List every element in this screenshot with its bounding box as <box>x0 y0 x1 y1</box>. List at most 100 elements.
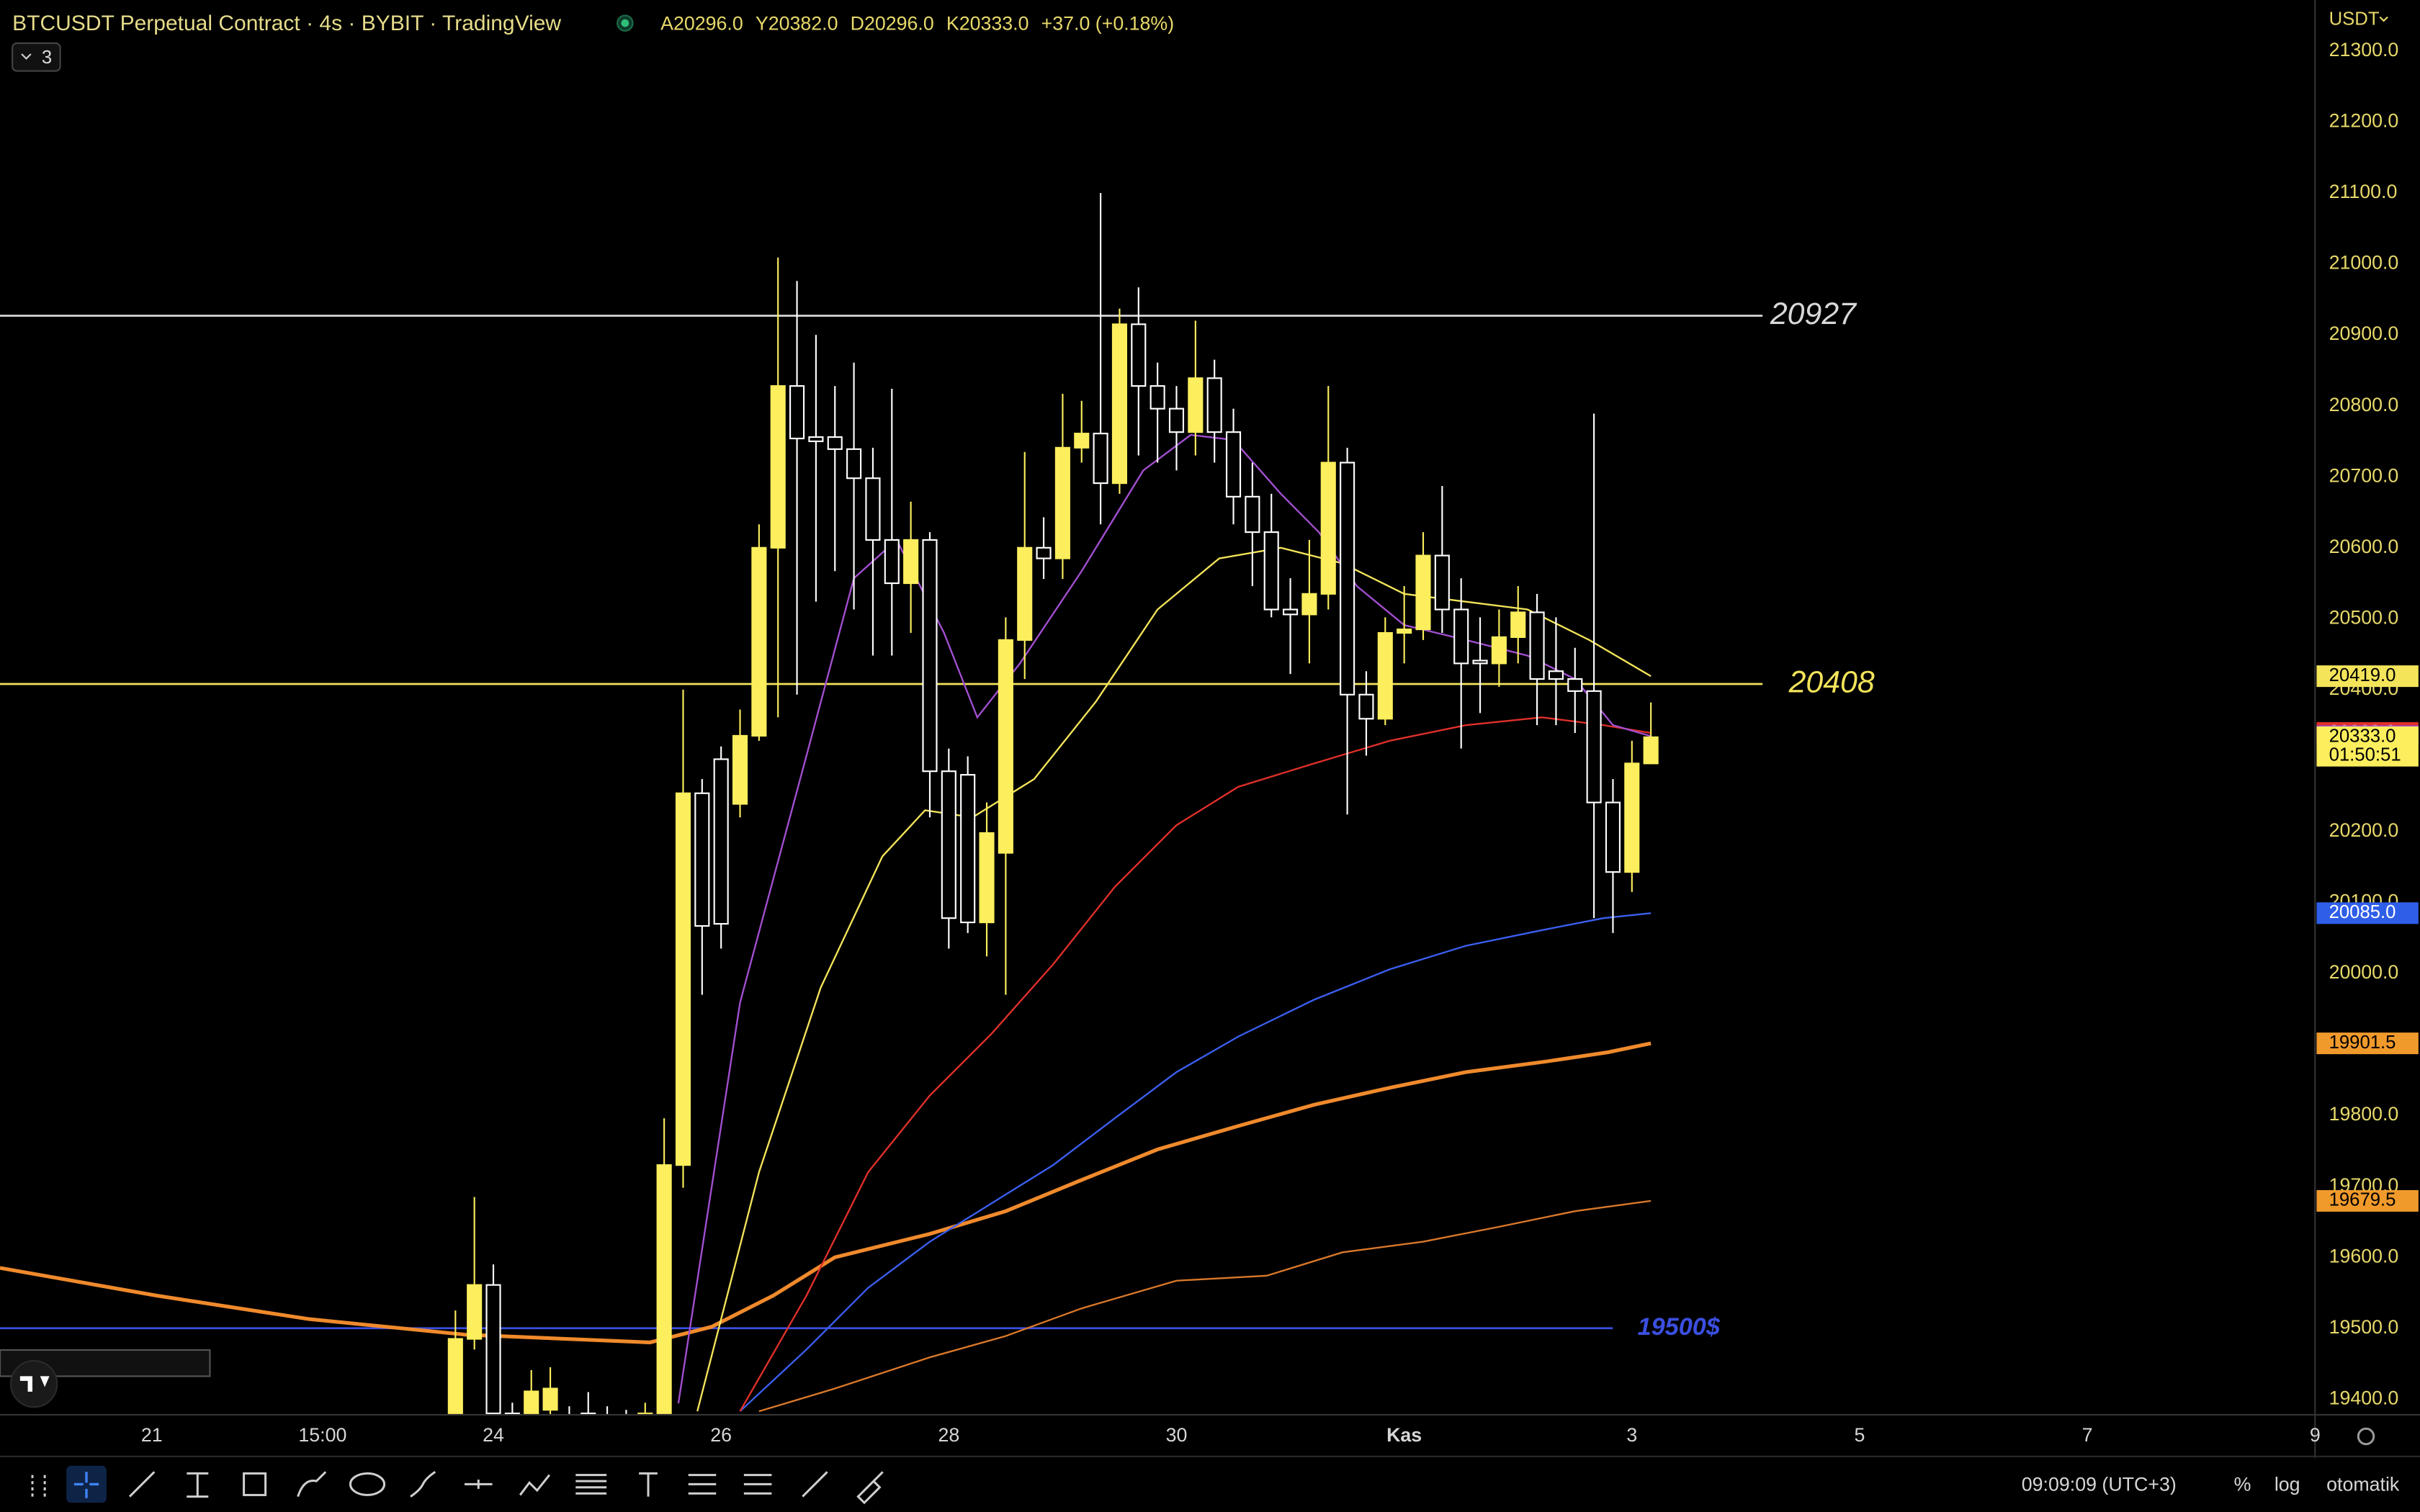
currency-select[interactable]: USDT <box>2329 9 2380 30</box>
candle-body <box>1301 593 1317 616</box>
candle-body <box>542 1387 558 1411</box>
tv-logo[interactable] <box>9 1359 58 1408</box>
x-tick-label: 5 <box>1855 1424 1865 1446</box>
x-tick-label: 9 <box>2310 1424 2321 1446</box>
y-tick-label: 19500.0 <box>2329 1316 2399 1338</box>
ohlc-value: +37.0 (+0.18%) <box>1041 12 1175 34</box>
price-badge <box>2316 1032 2419 1055</box>
x-tick-label: 30 <box>1166 1424 1188 1446</box>
moving-average-line <box>739 716 1652 1412</box>
text-tool[interactable] <box>187 1472 209 1498</box>
pattern-tool[interactable] <box>519 1474 551 1496</box>
ohlc-value: A20296.0 <box>660 12 743 34</box>
candle-body <box>732 734 748 805</box>
candle-body <box>1206 377 1222 433</box>
candle-body <box>1036 546 1052 559</box>
chevron-icon <box>2379 16 2388 22</box>
line-tool[interactable] <box>128 1471 156 1498</box>
candle-body <box>524 1390 539 1415</box>
clock: 09:09:09 (UTC+3) <box>2022 1474 2177 1495</box>
auto-toggle[interactable]: otomatik <box>2326 1474 2400 1495</box>
price-badge-label: 20333.0 <box>2329 726 2396 747</box>
toolbar <box>31 1465 884 1505</box>
x-tick-label: 15:00 <box>298 1424 346 1446</box>
candle-body <box>789 385 805 440</box>
ohlc-values: A20296.0 Y20382.0 D20296.0 K20333.0 +37.0 (+… <box>660 12 1174 34</box>
moving-average-line <box>677 433 1652 1404</box>
measure-tool[interactable] <box>688 1474 717 1495</box>
y-tick-label: 19400.0 <box>2329 1387 2399 1408</box>
price-badge <box>2316 902 2419 924</box>
curve-tool[interactable] <box>410 1471 436 1498</box>
percent-toggle[interactable]: % <box>2234 1474 2251 1495</box>
hline-tool[interactable] <box>465 1480 493 1489</box>
candle-body <box>694 792 710 927</box>
candle-body <box>1624 762 1640 873</box>
candle-body <box>979 832 995 924</box>
candle-body <box>903 539 919 585</box>
candle-body <box>1340 462 1355 696</box>
tool-active-bg <box>66 1465 107 1503</box>
forecast-tool[interactable] <box>743 1474 772 1495</box>
x-tick-label: Kas <box>1386 1424 1422 1446</box>
candle-body <box>447 1338 463 1415</box>
settings-icon[interactable] <box>2357 1427 2375 1446</box>
y-tick-label: 21000.0 <box>2329 252 2399 274</box>
candle-body <box>467 1284 483 1340</box>
price-badge <box>2316 1189 2419 1212</box>
candle-body <box>1397 629 1412 634</box>
y-tick-label: 20500.0 <box>2329 606 2399 628</box>
candle-body <box>1434 554 1450 611</box>
candle-body <box>1377 631 1393 720</box>
candle-body <box>1263 531 1279 611</box>
indicator-toggle[interactable] <box>12 42 61 72</box>
price-badge <box>2316 665 2419 688</box>
crosshair-tool[interactable] <box>73 1472 99 1498</box>
candle-body <box>1567 678 1583 692</box>
candle-body <box>1643 736 1659 765</box>
annotation-tool[interactable] <box>639 1472 658 1497</box>
log-toggle[interactable]: log <box>2275 1474 2300 1495</box>
y-tick-label: 20800.0 <box>2329 394 2399 415</box>
eraser-tool[interactable] <box>856 1471 884 1505</box>
candle-body <box>960 774 976 924</box>
candle-body <box>1586 690 1602 804</box>
candle-body <box>827 436 843 450</box>
horizontal-line-label: 20927 <box>1770 297 1857 331</box>
candle-body <box>1150 385 1165 410</box>
symbol-title: BTCUSDT Perpetual Contract · 4s · BYBIT … <box>12 12 561 35</box>
candle-body <box>1074 433 1090 449</box>
x-tick-label: 3 <box>1626 1424 1637 1446</box>
candle-body <box>1472 660 1488 665</box>
tv-logo-mark <box>19 1376 50 1392</box>
ellipse-tool[interactable] <box>349 1472 386 1496</box>
brush-tool[interactable] <box>297 1471 327 1498</box>
candle-body <box>1283 608 1299 616</box>
candle-body <box>998 639 1013 854</box>
chevron-icon <box>21 53 32 60</box>
horizontal-line-label: 20408 <box>1788 665 1875 699</box>
candle-body <box>1054 446 1070 559</box>
moving-average-line <box>0 1041 1652 1345</box>
candle-body <box>1548 670 1564 680</box>
ohlc-value: Y20382.0 <box>756 12 838 34</box>
rect-tool[interactable] <box>243 1472 267 1496</box>
candle-body <box>884 539 900 585</box>
x-tick-label: 7 <box>2082 1424 2093 1446</box>
ray-tool[interactable] <box>802 1471 828 1498</box>
candle-body <box>1111 323 1128 485</box>
horizontal-line-label: 19500$ <box>1638 1313 1721 1341</box>
candle-body <box>1017 546 1033 641</box>
y-tick-label: 21100.0 <box>2329 181 2398 202</box>
fib-tool[interactable] <box>575 1474 607 1495</box>
moving-average-line <box>696 546 1652 1412</box>
y-tick-label: 21300.0 <box>2329 39 2399 60</box>
x-tick-label: 26 <box>710 1424 732 1446</box>
candle-body <box>675 792 691 1166</box>
candle-body <box>1131 323 1147 387</box>
candle-body <box>1415 554 1431 631</box>
candle-body <box>1510 611 1526 639</box>
x-tick-label: 24 <box>483 1424 504 1446</box>
